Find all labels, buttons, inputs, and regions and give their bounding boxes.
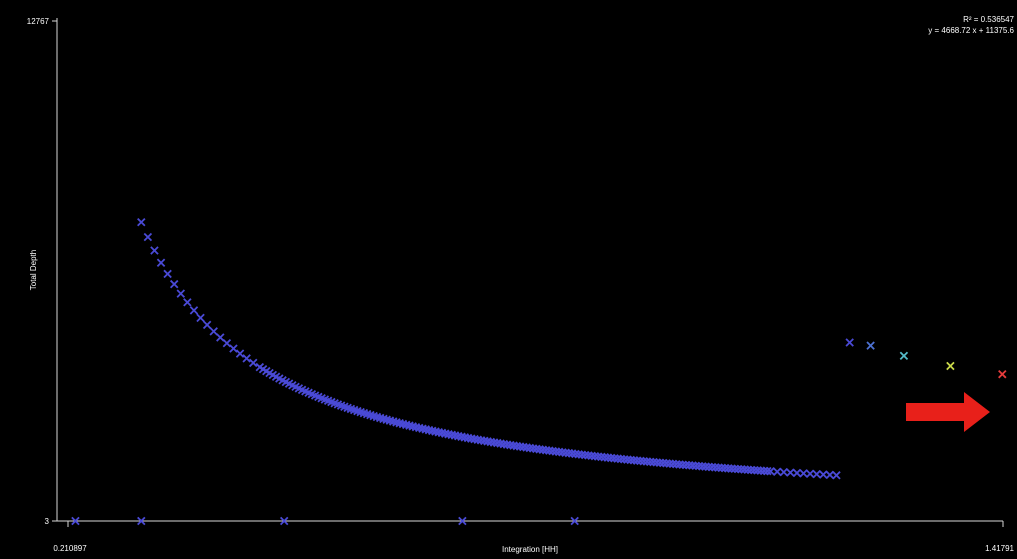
data-point — [763, 466, 772, 476]
highlight-arrow-group — [906, 392, 990, 432]
data-point — [137, 516, 146, 526]
data-point — [819, 470, 828, 479]
data-point — [832, 471, 841, 480]
data-point — [202, 320, 212, 330]
data-point — [458, 516, 467, 526]
data-point — [812, 469, 821, 479]
data-point — [805, 469, 815, 479]
data-point — [946, 361, 955, 371]
y-tick-label-max: 12767 — [27, 17, 50, 26]
data-point — [163, 269, 172, 279]
data-point — [899, 351, 909, 361]
data-point — [792, 468, 802, 478]
data-point — [570, 516, 579, 526]
data-point — [799, 469, 808, 478]
data-points — [71, 217, 1007, 526]
data-point — [766, 467, 775, 476]
data-point — [248, 358, 258, 368]
data-point — [156, 258, 166, 267]
data-point — [998, 369, 1007, 379]
data-point — [242, 354, 251, 363]
data-point — [176, 289, 186, 298]
x-tick-label-max: 1.41791 — [985, 544, 1014, 553]
data-point — [209, 327, 218, 336]
regression-equation-label: y = 4668.72 x + 11375.6 — [928, 26, 1014, 35]
data-point — [779, 467, 789, 477]
data-point — [189, 306, 199, 315]
red-arrow-icon — [906, 392, 990, 432]
data-point — [759, 466, 769, 476]
regression-stats: R² = 0.536547 y = 4668.72 x + 11375.6 — [928, 15, 1014, 35]
data-point — [216, 333, 225, 342]
y-axis-label: Total Depth — [29, 250, 38, 290]
data-point — [786, 468, 795, 477]
data-point — [150, 246, 159, 255]
data-point — [235, 349, 245, 358]
data-point — [196, 313, 205, 323]
data-point — [772, 467, 782, 476]
x-axis-label: Integration [HH] — [502, 545, 558, 554]
r-squared-label: R² = 0.536547 — [963, 15, 1014, 24]
axes: 12767 3 0.210897 1.41791 Integration [HH… — [27, 17, 1015, 554]
data-point — [279, 516, 289, 526]
data-point — [137, 217, 146, 227]
data-point — [866, 341, 875, 350]
data-point — [825, 470, 835, 480]
data-point — [71, 516, 80, 526]
data-point — [845, 338, 854, 347]
data-point — [183, 298, 192, 307]
data-point — [143, 232, 153, 242]
data-point — [229, 344, 238, 353]
x-tick-label-min: 0.210897 — [53, 544, 87, 553]
data-point — [169, 279, 179, 289]
y-tick-label-min: 3 — [45, 517, 50, 526]
